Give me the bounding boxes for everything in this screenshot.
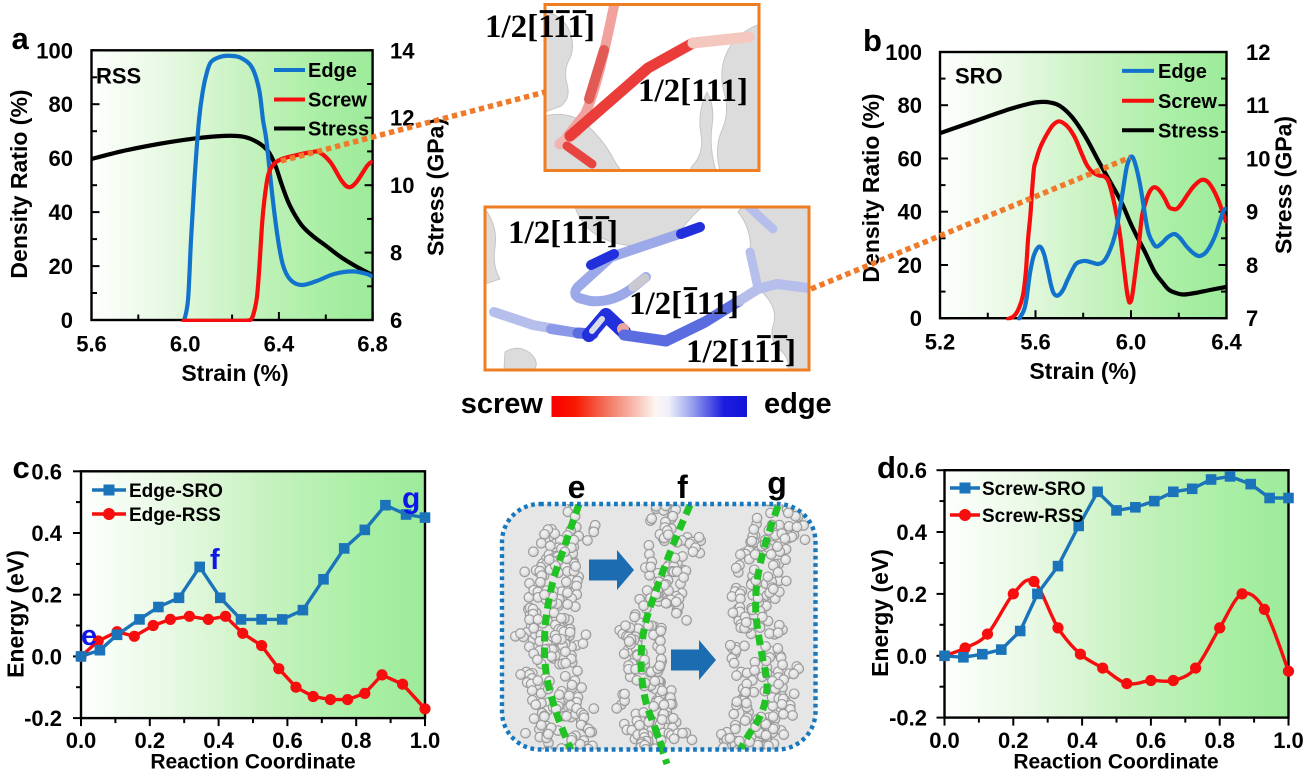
svg-text:Density Ratio (%): Density Ratio (%) [6,89,32,278]
svg-text:0.0: 0.0 [896,644,927,669]
svg-text:1/2[111]: 1/2[111] [638,73,748,109]
svg-text:e: e [568,469,586,505]
svg-text:Strain (%): Strain (%) [181,360,288,386]
svg-text:0.4: 0.4 [1067,728,1098,753]
svg-text:1.0: 1.0 [1273,728,1304,753]
svg-text:g: g [402,482,420,515]
svg-text:6.4: 6.4 [1211,330,1242,355]
svg-text:edge: edge [764,388,832,420]
svg-text:Reaction Coordinate: Reaction Coordinate [1013,751,1218,774]
svg-text:60: 60 [898,147,922,172]
svg-text:Energy (eV): Energy (eV) [3,550,29,678]
svg-text:Stress: Stress [1158,120,1219,142]
svg-text:0.6: 0.6 [31,459,62,484]
svg-text:80: 80 [49,92,73,117]
svg-text:0.6: 0.6 [896,458,927,483]
svg-text:8: 8 [1246,253,1258,278]
svg-text:Density Ratio (%): Density Ratio (%) [858,93,884,282]
svg-text:b: b [863,23,882,58]
svg-text:7: 7 [1246,306,1258,331]
svg-text:Edge-RSS: Edge-RSS [129,505,221,526]
svg-text:10: 10 [1246,147,1270,172]
svg-text:0.4: 0.4 [31,521,62,546]
svg-text:11: 11 [1246,93,1269,118]
svg-text:1/2[111]: 1/2[111] [485,9,595,45]
svg-text:6.0: 6.0 [1116,330,1147,355]
svg-text:10: 10 [390,173,414,198]
svg-text:1/2[111]: 1/2[111] [508,215,618,251]
svg-text:screw: screw [461,388,544,420]
svg-text:d: d [877,450,896,485]
svg-text:6.4: 6.4 [264,332,295,357]
svg-text:0.8: 0.8 [341,728,372,753]
svg-text:0.4: 0.4 [203,728,234,753]
svg-text:Screw-SRO: Screw-SRO [982,479,1085,500]
svg-text:Edge: Edge [1158,61,1207,83]
svg-text:a: a [12,21,30,56]
svg-text:Reaction Coordinate: Reaction Coordinate [150,751,355,774]
svg-text:100: 100 [36,38,73,63]
svg-text:0.6: 0.6 [1136,728,1167,753]
svg-text:0.2: 0.2 [896,582,927,607]
svg-text:RSS: RSS [96,64,141,89]
svg-text:-0.2: -0.2 [889,706,927,731]
svg-text:80: 80 [898,93,922,118]
svg-text:f: f [677,469,688,505]
svg-text:14: 14 [390,38,415,63]
svg-text:0.2: 0.2 [998,728,1029,753]
svg-text:5.6: 5.6 [76,332,107,357]
svg-text:Edge: Edge [308,60,357,82]
svg-text:100: 100 [885,40,922,65]
svg-text:0: 0 [910,306,922,331]
svg-text:SRO: SRO [955,64,1003,89]
svg-text:c: c [13,450,30,485]
svg-text:0.0: 0.0 [929,728,960,753]
svg-text:Energy (eV): Energy (eV) [867,549,893,677]
svg-text:0.0: 0.0 [66,728,97,753]
svg-text:1/2[111]: 1/2[111] [629,286,739,322]
svg-text:5.2: 5.2 [925,330,956,355]
svg-text:Edge-SRO: Edge-SRO [129,481,223,502]
svg-text:6: 6 [390,308,402,333]
svg-text:f: f [210,544,220,576]
svg-text:60: 60 [49,146,73,171]
svg-text:Stress (GPa): Stress (GPa) [423,118,449,256]
svg-text:Stress (GPa): Stress (GPa) [1271,116,1297,254]
svg-text:Strain (%): Strain (%) [1029,358,1136,384]
svg-text:0.6: 0.6 [272,728,303,753]
svg-text:Screw: Screw [308,90,367,112]
svg-text:e: e [81,620,97,652]
svg-text:g: g [767,465,787,501]
svg-text:40: 40 [898,200,922,225]
svg-text:-0.2: -0.2 [24,706,62,731]
svg-text:Screw-RSS: Screw-RSS [982,506,1083,527]
svg-text:0.4: 0.4 [896,520,927,545]
svg-text:0: 0 [61,308,73,333]
svg-text:20: 20 [898,253,922,278]
svg-text:6.0: 6.0 [170,332,201,357]
svg-text:40: 40 [49,200,73,225]
svg-text:1.0: 1.0 [410,728,441,753]
svg-text:6.8: 6.8 [357,332,388,357]
svg-text:20: 20 [49,254,73,279]
svg-text:0.8: 0.8 [1204,728,1235,753]
svg-text:Screw: Screw [1158,91,1217,113]
svg-text:0.2: 0.2 [135,728,166,753]
svg-text:1/2[111]: 1/2[111] [686,334,796,370]
svg-text:12: 12 [1246,40,1270,65]
svg-text:5.6: 5.6 [1020,330,1051,355]
svg-text:8: 8 [390,241,402,266]
svg-text:9: 9 [1246,200,1258,225]
svg-text:0.0: 0.0 [31,644,62,669]
svg-text:0.2: 0.2 [31,583,62,608]
svg-text:Stress: Stress [308,119,369,141]
